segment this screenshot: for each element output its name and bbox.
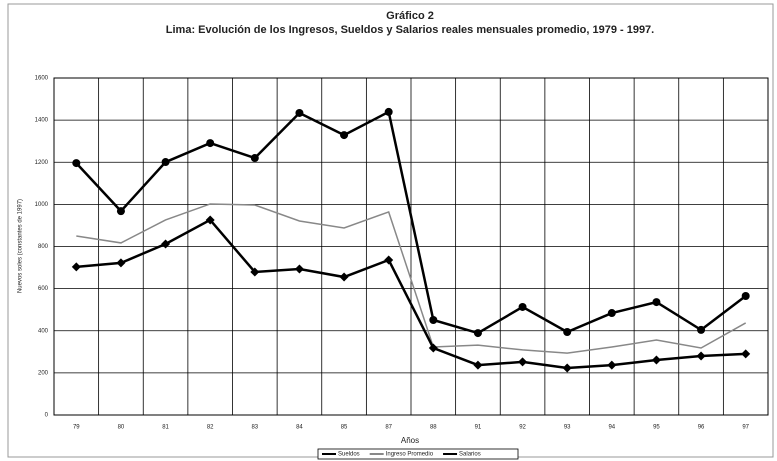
point	[72, 159, 81, 168]
x-tick-label: 83	[251, 425, 258, 431]
y-tick-label: 600	[38, 286, 49, 292]
y-tick-label: 1200	[35, 160, 49, 166]
y-tick-label: 0	[45, 413, 49, 419]
point	[518, 357, 528, 367]
point	[696, 351, 706, 361]
x-tick-label: 84	[296, 425, 303, 431]
series-line	[76, 203, 747, 354]
y-axis-label: Nuevos soles (constantes de 1997)	[18, 199, 24, 293]
point	[473, 360, 483, 370]
x-tick-label: 97	[742, 425, 749, 431]
point	[607, 360, 617, 370]
point	[206, 139, 215, 148]
point	[562, 363, 572, 373]
y-tick-label: 1000	[35, 202, 49, 208]
series-line	[75, 110, 747, 335]
point	[607, 309, 616, 318]
point	[116, 207, 125, 216]
point	[741, 291, 750, 300]
point	[250, 267, 260, 277]
point	[295, 108, 304, 117]
point	[340, 131, 349, 140]
x-tick-label: 79	[73, 425, 80, 431]
x-tick-label: 92	[519, 425, 526, 431]
x-tick-label: 80	[118, 425, 125, 431]
point	[250, 154, 259, 163]
point	[651, 355, 661, 365]
legend-box	[317, 448, 519, 460]
point	[116, 258, 126, 268]
x-tick-label: 87	[385, 425, 392, 431]
series-line	[76, 218, 746, 370]
point	[205, 215, 215, 225]
x-tick-label: 85	[341, 425, 348, 431]
x-tick-label: 96	[698, 425, 705, 431]
point	[161, 158, 170, 167]
point	[652, 298, 661, 307]
point	[563, 328, 572, 337]
chart-title: Gráfico 2	[386, 10, 434, 22]
point	[428, 343, 438, 353]
y-tick-label: 1400	[35, 118, 49, 124]
point	[697, 325, 706, 334]
y-tick-label: 800	[38, 244, 49, 250]
x-tick-label: 91	[475, 425, 482, 431]
x-tick-label: 82	[207, 425, 214, 431]
point	[294, 264, 304, 274]
x-tick-label: 93	[564, 425, 571, 431]
point	[473, 329, 482, 338]
point	[339, 272, 349, 282]
point	[71, 262, 81, 272]
y-tick-label: 200	[38, 370, 49, 376]
x-tick-label: 95	[653, 425, 660, 431]
point	[384, 255, 394, 265]
x-tick-label: 81	[162, 425, 169, 431]
point	[161, 239, 171, 249]
legend-label: Ingreso Promedio	[386, 452, 434, 458]
x-axis-label: Años	[401, 436, 419, 445]
chart-subtitle: Lima: Evolución de los Ingresos, Sueldos…	[166, 24, 654, 36]
point	[384, 107, 393, 116]
x-tick-label: 88	[430, 425, 437, 431]
point	[429, 316, 438, 325]
x-tick-label: 94	[608, 425, 615, 431]
y-tick-label: 1600	[35, 76, 49, 82]
point	[741, 349, 751, 359]
legend-label: Salarios	[459, 452, 481, 458]
y-tick-label: 400	[38, 328, 49, 334]
legend-label: Sueldos	[338, 452, 360, 458]
point	[518, 302, 527, 311]
